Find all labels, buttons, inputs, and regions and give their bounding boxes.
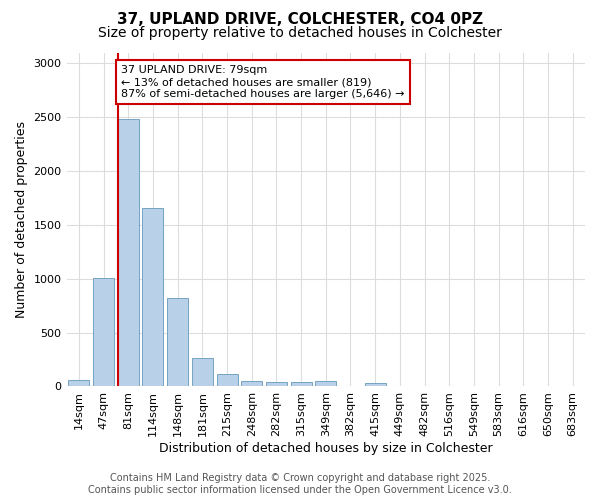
Bar (68, 380, 89, 386)
Bar (290, 382, 311, 386)
Bar (217, 374, 238, 386)
Bar (93, 278, 114, 386)
Text: Contains HM Land Registry data © Crown copyright and database right 2025.
Contai: Contains HM Land Registry data © Crown c… (88, 474, 512, 495)
Bar (315, 380, 336, 386)
Bar (118, 120, 139, 386)
Bar (241, 380, 262, 386)
Bar (365, 383, 386, 386)
Y-axis label: Number of detached properties: Number of detached properties (15, 121, 28, 318)
Text: 37, UPLAND DRIVE, COLCHESTER, CO4 0PZ: 37, UPLAND DRIVE, COLCHESTER, CO4 0PZ (117, 12, 483, 28)
Bar (266, 382, 287, 386)
X-axis label: Distribution of detached houses by size in Colchester: Distribution of detached houses by size … (159, 442, 493, 455)
Text: Size of property relative to detached houses in Colchester: Size of property relative to detached ho… (98, 26, 502, 40)
Bar (167, 298, 188, 386)
Bar (192, 358, 213, 386)
Text: 37 UPLAND DRIVE: 79sqm
← 13% of detached houses are smaller (819)
87% of semi-de: 37 UPLAND DRIVE: 79sqm ← 13% of detached… (121, 66, 405, 98)
Bar (142, 208, 163, 386)
